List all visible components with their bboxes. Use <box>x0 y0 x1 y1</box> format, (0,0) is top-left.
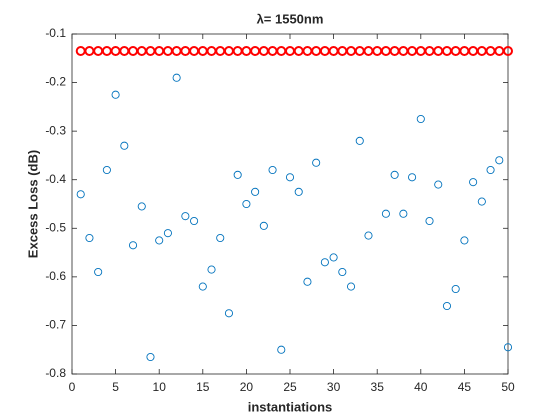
point <box>320 258 329 267</box>
point <box>233 170 242 179</box>
point <box>390 170 399 179</box>
point <box>128 241 138 250</box>
point <box>381 209 390 218</box>
x-tick-label: 10 <box>153 380 167 394</box>
y-tick-label: -0.6 <box>45 269 66 283</box>
x-tick-label: 25 <box>283 380 297 394</box>
point <box>408 173 417 182</box>
point <box>399 209 408 218</box>
point <box>434 180 443 189</box>
point <box>198 282 207 291</box>
point <box>329 253 338 262</box>
point <box>346 282 356 291</box>
point <box>172 73 181 82</box>
point <box>120 141 129 150</box>
point <box>285 173 295 182</box>
point <box>364 231 373 240</box>
point <box>85 233 94 243</box>
point <box>242 199 251 209</box>
point <box>259 221 268 230</box>
y-tick-label: -0.2 <box>45 75 66 89</box>
point <box>469 178 478 187</box>
point <box>224 309 234 318</box>
point <box>163 229 172 238</box>
point <box>442 301 452 311</box>
x-tick-label: 20 <box>240 380 254 394</box>
y-axis-label: Excess Loss (dB) <box>25 150 40 258</box>
point <box>495 156 504 165</box>
point <box>416 114 425 124</box>
point <box>155 236 164 245</box>
x-tick-label: 50 <box>501 380 515 394</box>
x-tick-label: 5 <box>112 380 119 394</box>
x-tick-label: 40 <box>414 380 428 394</box>
point <box>102 165 111 175</box>
y-tick-label: -0.5 <box>45 220 66 234</box>
point <box>294 187 303 196</box>
point <box>355 136 364 145</box>
point <box>277 345 286 354</box>
point <box>338 267 347 277</box>
point <box>425 216 434 226</box>
point <box>503 46 513 56</box>
point <box>268 165 277 175</box>
point <box>303 277 312 286</box>
point <box>216 233 225 243</box>
point <box>486 165 495 175</box>
point <box>146 352 155 362</box>
y-tick-label: -0.4 <box>45 172 66 186</box>
x-tick-label: 35 <box>371 380 385 394</box>
point <box>312 158 321 167</box>
point <box>503 343 513 352</box>
point <box>137 202 146 211</box>
x-tick-label: 45 <box>458 380 472 394</box>
x-tick-label: 0 <box>69 380 76 394</box>
y-tick-label: -0.7 <box>45 318 66 332</box>
point <box>451 284 460 294</box>
point <box>94 267 103 277</box>
point <box>251 187 260 196</box>
point <box>76 190 85 199</box>
point <box>190 216 199 226</box>
point <box>460 236 469 245</box>
chart-title: λ= 1550nm <box>257 11 324 26</box>
y-tick-label: -0.8 <box>45 366 66 380</box>
point <box>477 197 486 206</box>
point <box>111 90 120 99</box>
x-axis-label: instantiations <box>248 399 333 414</box>
point <box>181 212 190 221</box>
y-tick-label: -0.3 <box>45 123 66 137</box>
x-tick-label: 30 <box>327 380 341 394</box>
point <box>207 265 216 274</box>
x-tick-label: 15 <box>196 380 210 394</box>
y-tick-label: -0.1 <box>45 26 66 40</box>
